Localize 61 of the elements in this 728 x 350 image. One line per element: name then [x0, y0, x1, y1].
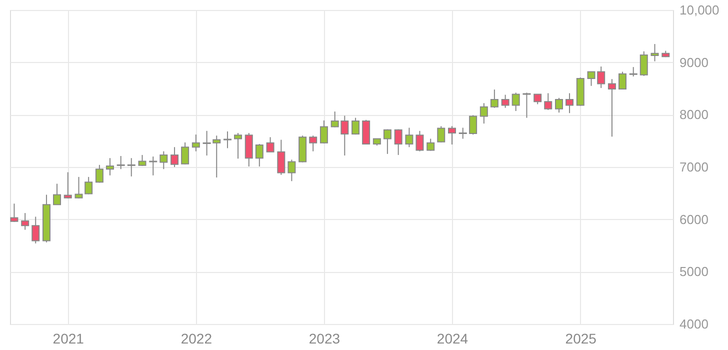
candlestick	[618, 71, 626, 90]
candlestick	[544, 92, 552, 110]
candlestick	[32, 216, 40, 244]
candlestick	[394, 128, 402, 156]
candlestick	[512, 92, 520, 112]
candlestick	[170, 146, 179, 168]
candlestick	[362, 119, 370, 145]
candlestick	[223, 130, 232, 149]
candlestick	[288, 159, 296, 182]
candlestick	[138, 154, 146, 166]
candlestick	[490, 89, 498, 108]
y-tick-label: 9000	[680, 54, 708, 70]
candlestick	[266, 136, 274, 152]
candlestick	[501, 94, 510, 108]
candlestick	[64, 172, 72, 199]
candlestick	[53, 183, 62, 206]
candlestick	[352, 117, 360, 136]
candlestick	[21, 212, 30, 230]
candlestick	[534, 94, 542, 105]
candlestick	[554, 97, 563, 114]
y-tick-label: 6000	[680, 212, 708, 227]
candlestick	[437, 126, 446, 143]
candlestick	[469, 114, 478, 136]
y-tick-label: 7000	[680, 160, 708, 174]
candlestick	[127, 158, 136, 177]
candlestick	[192, 134, 200, 152]
y-tick-label: 10,000	[680, 2, 720, 18]
x-tick-label: 2021	[52, 330, 84, 346]
candlestick	[629, 66, 638, 77]
candlestick	[181, 142, 190, 165]
candlestick	[522, 92, 531, 118]
candlestick	[416, 130, 424, 152]
candlestick	[160, 150, 168, 170]
candlestick	[650, 44, 659, 62]
candlestick	[608, 78, 616, 138]
candlestick	[640, 50, 648, 76]
candlestick	[234, 132, 242, 160]
candlestick	[10, 203, 18, 222]
candlestick	[458, 127, 467, 140]
x-tick-label: 2024	[436, 330, 468, 346]
x-tick-label: 2025	[565, 330, 597, 346]
candlestick	[383, 128, 392, 154]
candlestick	[95, 164, 104, 184]
candlestick	[255, 143, 264, 167]
x-tick-label: 2022	[180, 330, 212, 346]
y-tick-label: 5000	[680, 264, 708, 280]
y-tick-label: 8000	[680, 107, 708, 122]
candlestick	[277, 139, 286, 176]
candlestick	[309, 135, 318, 152]
candlestick	[405, 127, 414, 148]
candlestick	[149, 156, 158, 176]
candlestick	[566, 92, 574, 114]
candlestick	[448, 126, 456, 145]
candlestick	[244, 132, 253, 167]
candlestick	[106, 158, 114, 176]
x-tick-label: 2023	[308, 330, 340, 346]
candlestick	[426, 138, 435, 152]
y-tick-label: 4000	[680, 316, 708, 332]
candlestick	[480, 102, 488, 124]
candlestick	[116, 156, 125, 170]
candlestick	[320, 120, 328, 144]
